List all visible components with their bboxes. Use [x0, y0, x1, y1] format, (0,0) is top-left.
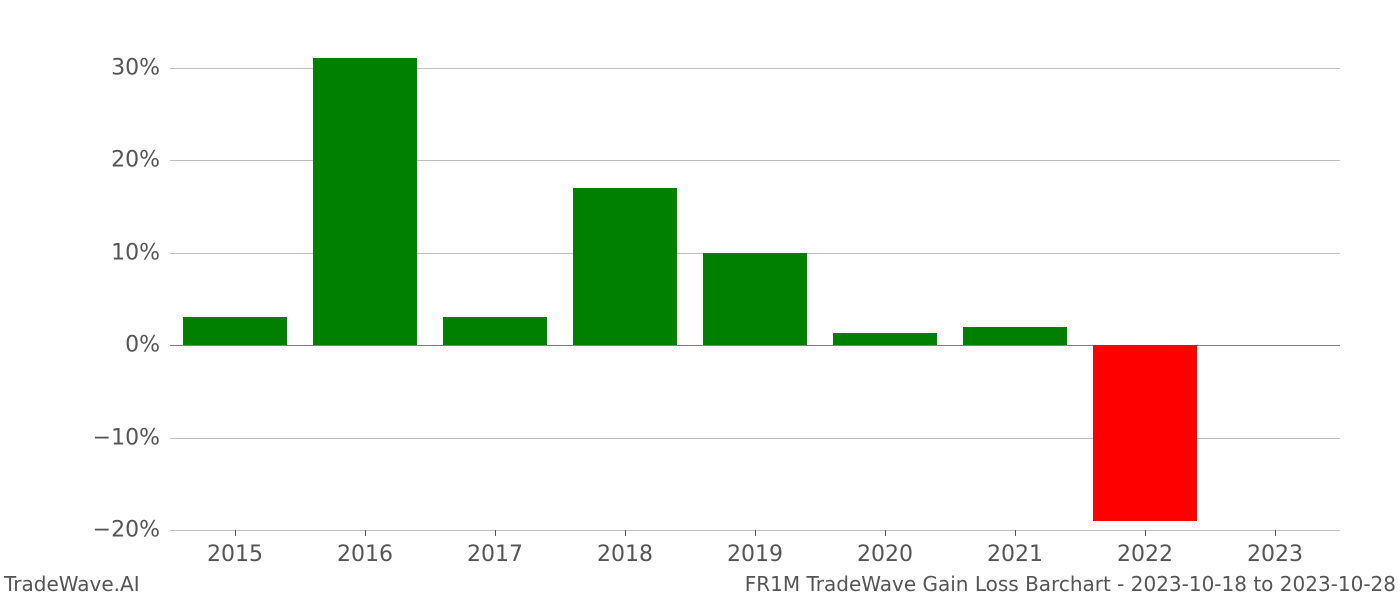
bar [833, 333, 937, 345]
x-tick-mark [1015, 530, 1016, 536]
x-tick-label: 2021 [987, 542, 1043, 567]
x-tick-mark [1275, 530, 1276, 536]
x-tick-label: 2015 [207, 542, 263, 567]
bar [703, 253, 807, 345]
x-tick-mark [365, 530, 366, 536]
y-tick-label: 30% [111, 55, 160, 80]
plot-area: −20%−10%0%10%20%30%201520162017201820192… [170, 40, 1340, 530]
bar [183, 317, 287, 345]
x-tick-mark [625, 530, 626, 536]
y-tick-label: −10% [93, 425, 160, 450]
gain-loss-barchart: −20% −10% 0% 10% 20% 30% 2015 2016 2017 2018 2019 2… [0, 0, 1400, 600]
x-tick-mark [235, 530, 236, 536]
bar [1093, 345, 1197, 521]
y-tick-label: 10% [111, 240, 160, 265]
y-tick-label: −20% [93, 518, 160, 543]
x-tick-label: 2018 [597, 542, 653, 567]
x-tick-mark [755, 530, 756, 536]
bar [443, 317, 547, 345]
x-tick-label: 2017 [467, 542, 523, 567]
bar [963, 327, 1067, 345]
x-tick-label: 2019 [727, 542, 783, 567]
x-tick-label: 2022 [1117, 542, 1173, 567]
x-tick-mark [1145, 530, 1146, 536]
bar [573, 188, 677, 345]
footer-brand: TradeWave.AI [4, 572, 140, 596]
x-tick-label: 2023 [1247, 542, 1303, 567]
footer-caption: FR1M TradeWave Gain Loss Barchart - 2023… [745, 572, 1396, 596]
x-tick-label: 2016 [337, 542, 393, 567]
x-tick-mark [495, 530, 496, 536]
y-tick-label: 20% [111, 148, 160, 173]
y-tick-label: 0% [125, 333, 160, 358]
x-tick-label: 2020 [857, 542, 913, 567]
bar [313, 58, 417, 345]
x-tick-mark [885, 530, 886, 536]
